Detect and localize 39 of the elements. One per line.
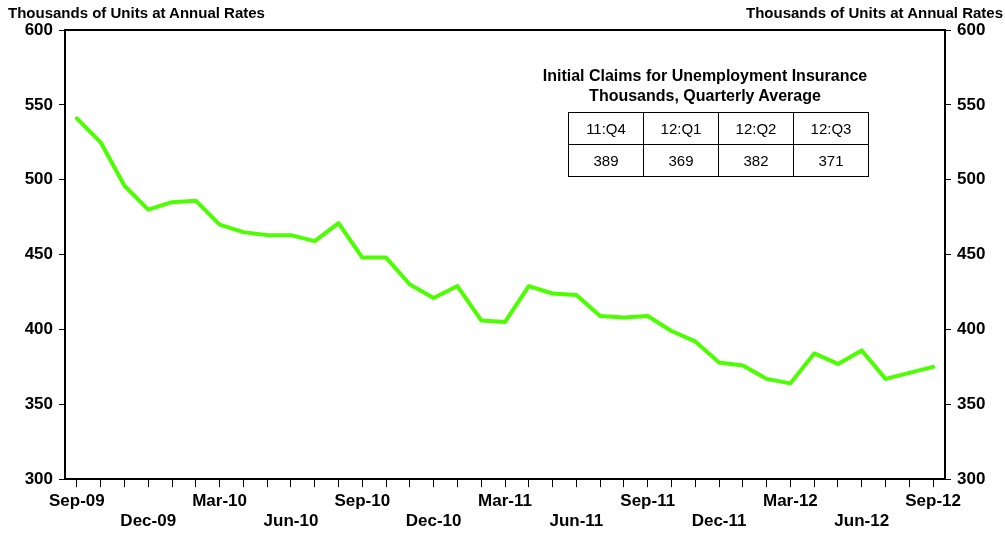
annotation: 11:Q4 [568,112,644,145]
y2-tick-label: 450 [957,244,986,264]
x-tick-label: Sep-09 [49,491,105,511]
x-tick-label: Mar-11 [478,491,532,511]
y2-tick-label: 350 [957,394,986,414]
annotation: Thousands, Quarterly Average [588,86,822,106]
x-tick-label: Sep-11 [620,491,676,511]
y-tick-label: 400 [24,319,53,339]
y-tick-label: 600 [24,19,53,39]
x-tick-label: Mar-12 [763,491,818,511]
x-tick-label: Dec-10 [405,511,462,531]
y2-tick-label: 300 [957,468,986,488]
y2-tick-label: 550 [957,94,986,114]
annotation: 12:Q2 [718,112,794,145]
y2-axis-title: Thousands of Units at Annual Rates [746,4,1003,21]
x-tick-label: Jun-12 [834,511,890,531]
y2-tick-label: 400 [957,319,986,339]
x-tick-label: Dec-09 [120,511,177,531]
y2-tick-label: 500 [957,169,986,189]
x-tick-label: Sep-10 [334,491,391,511]
x-tick-label: Mar-10 [192,491,247,511]
y-tick-label: 300 [24,468,53,488]
y-tick-label: 550 [24,94,53,114]
x-tick-label: Jun-10 [263,511,319,531]
y-tick-label: 500 [24,169,53,189]
annotation: Initial Claims for Unemployment Insurance [541,66,869,86]
annotation: 369 [643,144,719,177]
x-tick-label: Sep-12 [905,491,961,511]
annotation: 389 [568,144,644,177]
x-tick-label: Jun-11 [549,511,604,531]
annotation: 382 [718,144,794,177]
y2-tick-label: 600 [957,19,986,39]
annotation: 12:Q3 [793,112,869,145]
annotation: 371 [793,144,869,177]
y-axis-title: Thousands of Units at Annual Rates [8,4,265,21]
x-tick-label: Dec-11 [691,511,747,531]
y-tick-label: 350 [24,394,53,414]
y-tick-label: 450 [24,244,53,264]
annotation: 12:Q1 [643,112,719,145]
